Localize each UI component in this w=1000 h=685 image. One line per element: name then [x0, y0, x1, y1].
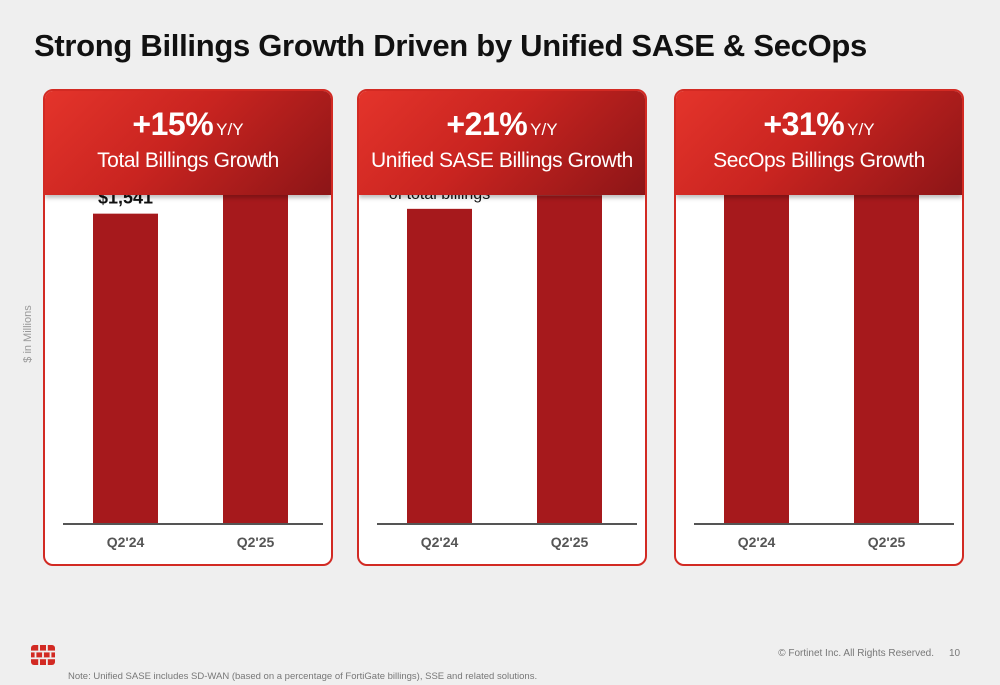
growth-percent: +21% [446, 106, 528, 142]
bar [854, 142, 919, 524]
panel-subtitle: Total Billings Growth [97, 149, 279, 172]
panel-subtitle: Unified SASE Billings Growth [371, 149, 633, 172]
growth-percent: +31% [763, 106, 845, 142]
x-tick-label: Q2'24 [107, 534, 145, 550]
yoy-label: Y/Y [216, 120, 244, 139]
footnote: Note: Unified SASE includes SD-WAN (base… [68, 671, 538, 682]
copyright: © Fortinet Inc. All Rights Reserved. [778, 648, 934, 659]
x-tick-label: Q2'24 [421, 534, 459, 550]
bar [724, 177, 789, 524]
yoy-label: Y/Y [847, 120, 875, 139]
page-title: Strong Billings Growth Driven by Unified… [34, 28, 867, 63]
secops-panel: 10%of total billingsQ2'2411%of total bil… [674, 89, 964, 566]
panel-header: +31% Y/Y SecOps Billings Growth [676, 91, 962, 195]
x-tick-label: Q2'25 [551, 534, 589, 550]
bar [223, 165, 288, 524]
panel-subtitle: SecOps Billings Growth [713, 149, 925, 172]
growth-percent: +15% [132, 106, 214, 142]
x-tick-label: Q2'25 [237, 534, 275, 550]
x-tick-label: Q2'25 [868, 534, 906, 550]
unified-sase-panel: 23%of total billingsQ2'2424%of total bil… [357, 89, 647, 566]
y-axis-unit-label: $ in Millions [22, 305, 34, 363]
yoy-label: Y/Y [530, 120, 558, 139]
unified-sase-chart: 23%of total billingsQ2'2424%of total bil… [377, 149, 637, 550]
bar [93, 213, 158, 524]
bar [407, 208, 472, 524]
panel-header: +21% Y/Y Unified SASE Billings Growth [359, 91, 645, 195]
x-tick-label: Q2'24 [738, 534, 776, 550]
fortinet-logo-icon [31, 645, 55, 665]
bar [537, 195, 602, 524]
page-number: 10 [949, 648, 961, 659]
panel-header: +15% Y/Y Total Billings Growth [45, 91, 331, 195]
